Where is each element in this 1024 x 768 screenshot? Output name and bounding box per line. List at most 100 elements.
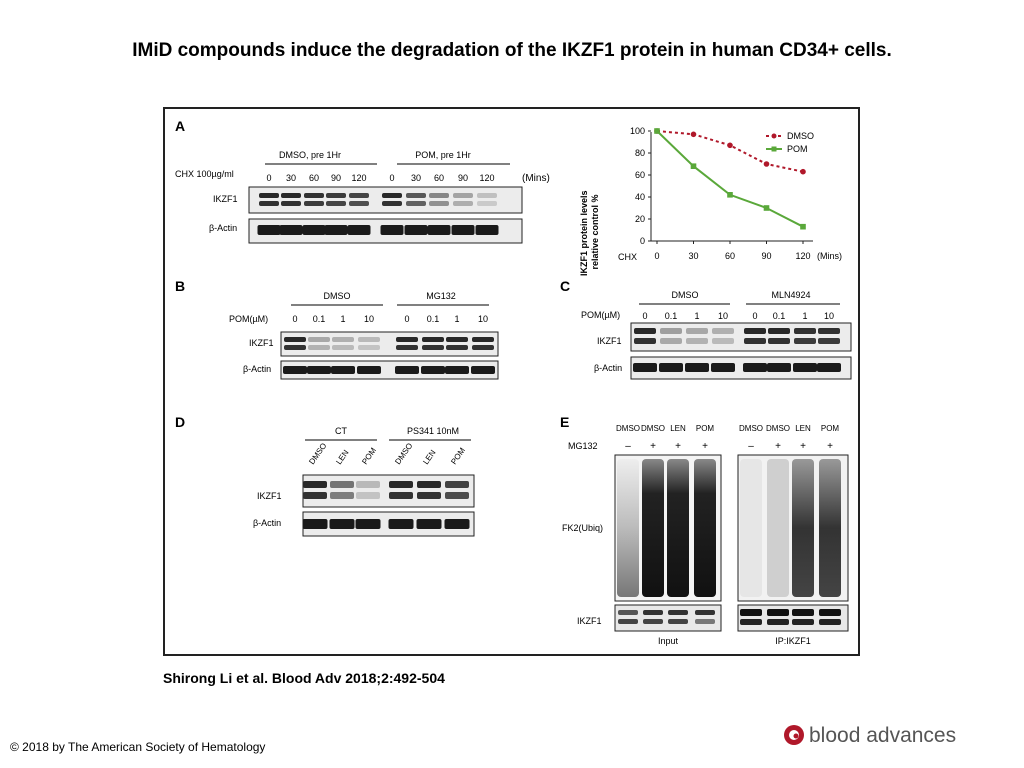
panel-e-mg132-sign: +: [675, 441, 681, 452]
panel-e-mg132-sign: +: [702, 441, 708, 452]
panel-e-lane: DMSO: [616, 424, 640, 433]
panel-c-row-label: β-Actin: [594, 363, 622, 373]
panel-b-dose: 1: [340, 314, 345, 324]
actin-band: [743, 363, 767, 372]
actin-band: [451, 225, 475, 235]
ikzf1-band: [634, 338, 656, 344]
panel-c: C DMSO MLN4924 POM(µM) 0 0.1 1 10 0 0.1 1 10 IK…: [560, 278, 852, 380]
panel-b-dose: 10: [478, 314, 488, 324]
actin-band: [283, 366, 307, 374]
ikzf1-band: [643, 610, 663, 615]
ikzf1-band: [358, 345, 380, 350]
ikzf1-band: [453, 201, 473, 206]
panel-b-group-label: DMSO: [324, 291, 351, 301]
ikzf1-band: [356, 492, 380, 499]
panel-e-lane: DMSO: [739, 424, 763, 433]
panel-e-mg132-sign: –: [748, 441, 754, 452]
ikzf1-band: [744, 338, 766, 344]
panel-c-group-label: MLN4924: [771, 290, 810, 300]
panel-e-lane: DMSO: [641, 424, 665, 433]
ikzf1-band: [349, 201, 369, 206]
ikzf1-band: [768, 328, 790, 334]
actin-band: [633, 363, 657, 372]
figure-frame: A DMSO, pre 1Hr POM, pre 1Hr CHX 100µg/m…: [163, 107, 860, 656]
ikzf1-band: [303, 481, 327, 488]
actin-band: [767, 363, 791, 372]
panel-c-dose: 1: [694, 311, 699, 321]
ikzf1-band: [429, 193, 449, 198]
panel-c-dose: 0: [642, 311, 647, 321]
chart-ylabel-line1: IKZF1 protein levels: [579, 190, 589, 276]
chart-y-tick-label: 0: [640, 236, 645, 246]
actin-band: [685, 363, 709, 372]
panel-e-lane: LEN: [795, 424, 811, 433]
actin-band: [445, 366, 469, 374]
panel-c-letter: C: [560, 278, 570, 294]
legend-marker: [771, 146, 777, 152]
ikzf1-band: [477, 193, 497, 198]
ikzf1-band: [695, 610, 715, 615]
ikzf1-band: [792, 609, 814, 616]
ikzf1-band: [356, 481, 380, 488]
chart-y-tick-label: 100: [630, 126, 645, 136]
ikzf1-band: [819, 619, 841, 625]
ikzf1-band: [634, 328, 656, 334]
panel-a-time-label: 90: [458, 173, 468, 183]
chart-x-tick-label: 60: [725, 251, 735, 261]
ikzf1-band: [281, 201, 301, 206]
logo-mark-dot: [793, 733, 799, 739]
panel-a-group-label: DMSO, pre 1Hr: [279, 150, 341, 160]
chart-y-tick-label: 40: [635, 192, 645, 202]
data-point-dmso: [763, 161, 770, 167]
panel-a-time-labels: 0 30 60 90 120 0 30 60 90 120: [266, 173, 494, 183]
chart-x-tick-label: 90: [761, 251, 771, 261]
ikzf1-band: [281, 193, 301, 198]
ikzf1-band: [417, 492, 441, 499]
ikzf1-band: [668, 619, 688, 624]
panel-e-mg132-sign: +: [800, 441, 806, 452]
panel-b-dose: 1: [454, 314, 459, 324]
ikzf1-band: [330, 492, 354, 499]
panel-d-lane-labels: DMSO LEN POM DMSO LEN POM: [307, 441, 467, 466]
ikzf1-band: [472, 337, 494, 342]
panel-c-row-label: IKZF1: [597, 336, 622, 346]
panel-a-time-label: 0: [266, 173, 271, 183]
actin-band: [793, 363, 817, 372]
panel-d-row-label: β-Actin: [253, 518, 281, 528]
actin-band: [347, 225, 371, 235]
actin-band: [329, 519, 355, 529]
ubiquitin-smear: [694, 459, 716, 597]
actin-band: [817, 363, 841, 372]
chart-xlabel: CHX: [618, 252, 637, 262]
chart-ylabel-line2: relative control %: [590, 194, 600, 269]
actin-band: [421, 366, 445, 374]
chart-x-tick-label: 30: [688, 251, 698, 261]
panel-a-time-label: 60: [309, 173, 319, 183]
ubiquitin-smear: [792, 459, 814, 597]
ikzf1-band: [472, 345, 494, 350]
blot-a-ikzf1: [248, 186, 523, 214]
chart-x-unit: (Mins): [817, 251, 842, 261]
panel-a-time-label: 30: [286, 173, 296, 183]
panel-e-lane: POM: [696, 424, 715, 433]
panel-a-time-label: 60: [434, 173, 444, 183]
panel-a-row-label: β-Actin: [209, 223, 237, 233]
panel-d: D CT PS341 10nM DMSO LEN POM DMSO LEN POM IKZ…: [175, 414, 475, 537]
panel-c-dose-label: POM(µM): [581, 310, 620, 320]
ikzf1-band: [445, 492, 469, 499]
ikzf1-band: [643, 619, 663, 624]
ikzf1-band: [259, 201, 279, 206]
ikzf1-band: [618, 610, 638, 615]
ubiquitin-smear: [767, 459, 789, 597]
blot-e-input-ikzf1: [614, 604, 722, 632]
actin-band: [380, 225, 404, 235]
ubiquitin-smear: [667, 459, 689, 597]
panel-e-mg132-sign: –: [625, 441, 631, 452]
panel-b-dose-label: POM(µM): [229, 314, 268, 324]
chart-legend: DMSO POM: [766, 131, 814, 154]
actin-band: [416, 519, 442, 529]
ikzf1-band: [259, 193, 279, 198]
ikzf1-band: [445, 481, 469, 488]
panel-b-dose-labels: 0 0.1 1 10 0 0.1 1 10: [292, 314, 488, 324]
chart-x-tick-label: 120: [795, 251, 810, 261]
